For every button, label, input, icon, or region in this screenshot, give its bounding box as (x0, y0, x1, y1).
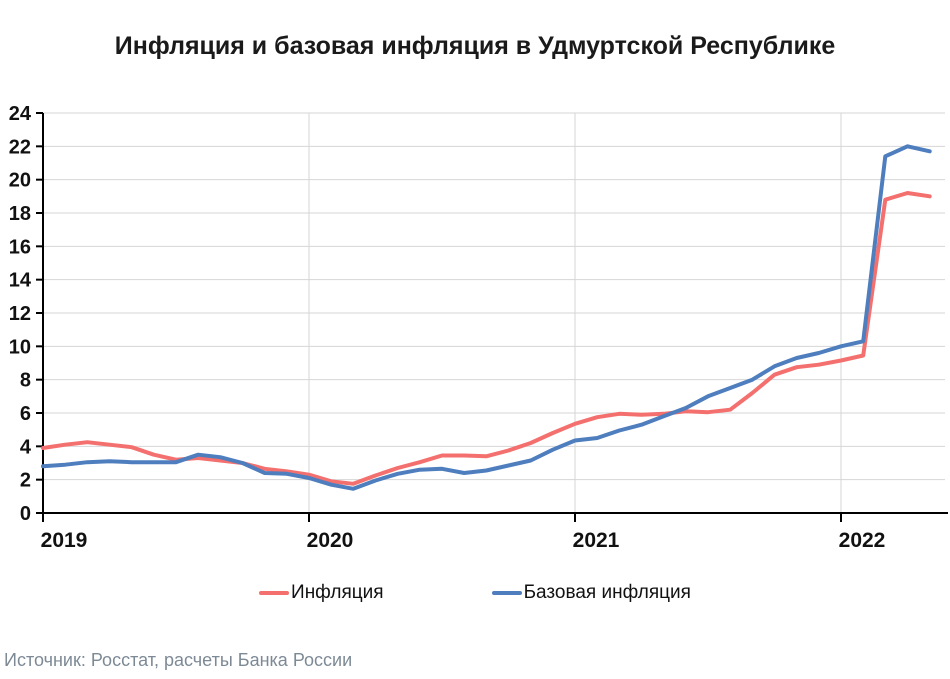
y-tick-label: 2 (20, 470, 31, 492)
y-tick-label: 20 (9, 170, 31, 192)
y-tick-label: 22 (9, 136, 31, 158)
inflation-line-swatch (259, 591, 290, 595)
chart-title: Инфляция и базовая инфляция в Удмуртской… (114, 32, 836, 60)
y-tick-label: 24 (9, 103, 32, 125)
y-tick-label: 6 (20, 403, 31, 425)
x-tick-label: 2019 (41, 529, 88, 552)
legend-label-inflation: Инфляция (291, 582, 384, 603)
y-tick-label: 0 (20, 503, 31, 525)
legend-item-core-inflation: Базовая инфляция (491, 582, 691, 604)
y-tick-label: 10 (9, 336, 31, 358)
x-tick-label: 2020 (307, 529, 354, 552)
y-tick-label: 14 (9, 270, 32, 292)
x-tick-label: 2021 (573, 529, 620, 552)
core-inflation-line (41, 144, 932, 491)
y-tick-label: 16 (9, 236, 31, 258)
y-tick-label: 8 (20, 370, 31, 392)
y-tick-label: 4 (20, 436, 32, 458)
chart-legend: Инфляция Базовая инфляция (0, 582, 950, 604)
source-note: Источник: Росстат, расчеты Банка России (4, 650, 353, 670)
legend-label-core-inflation: Базовая инфляция (523, 582, 691, 603)
core-inflation-line-swatch (491, 591, 522, 595)
inflation-line (41, 191, 932, 486)
y-tick-label: 12 (9, 303, 31, 325)
legend-item-inflation: Инфляция (259, 582, 384, 604)
x-tick-label: 2022 (839, 529, 886, 552)
y-tick-label: 18 (9, 203, 31, 225)
